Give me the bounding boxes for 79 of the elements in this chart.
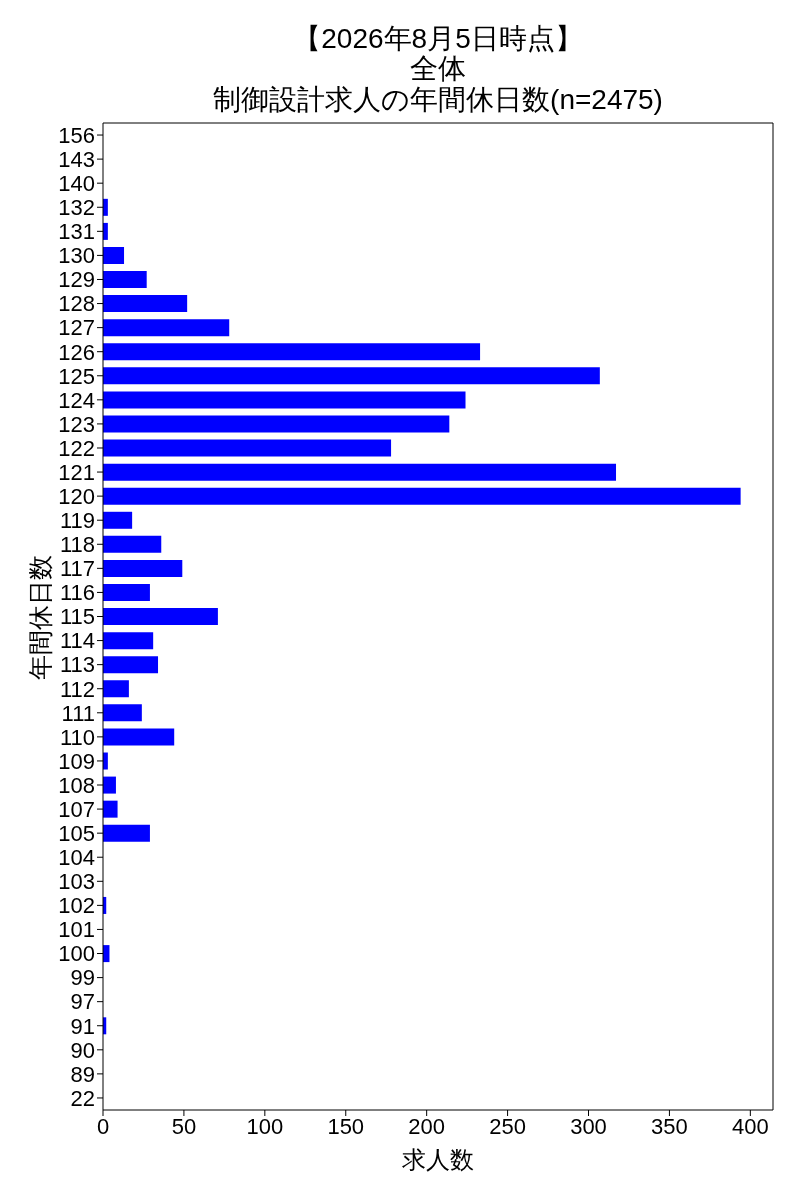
bar: [103, 680, 129, 698]
chart-subtitle: 全体: [410, 53, 466, 84]
x-tick-label: 200: [408, 1113, 446, 1139]
y-tick-label: 101: [58, 917, 95, 943]
bar: [103, 800, 118, 818]
x-tick-label: 50: [171, 1113, 197, 1139]
bar: [103, 824, 150, 842]
y-tick-label: 117: [59, 556, 95, 582]
y-tick-label: 112: [59, 676, 95, 702]
y-tick-label: 130: [58, 243, 95, 269]
x-tick-label: 100: [246, 1113, 284, 1139]
bar: [103, 511, 133, 529]
y-tick-label: 122: [58, 435, 95, 461]
y-tick-label: 132: [58, 195, 95, 221]
bar: [103, 656, 159, 674]
bar: [103, 728, 175, 746]
bar: [103, 415, 450, 433]
y-tick-label: 111: [61, 700, 95, 726]
bar: [103, 439, 392, 457]
y-tick-label: 124: [58, 387, 95, 413]
x-tick-label: 300: [570, 1113, 607, 1139]
y-tick-label: 113: [59, 652, 95, 678]
y-tick-label: 120: [58, 483, 95, 509]
y-tick-label: 140: [58, 170, 95, 196]
y-tick-label: 143: [58, 146, 95, 172]
y-tick-label: 126: [58, 339, 95, 365]
bar: [103, 246, 125, 264]
x-tick-label: 400: [731, 1113, 769, 1139]
y-tick-label: 105: [58, 820, 95, 846]
bar: [103, 584, 150, 601]
bar: [103, 559, 183, 577]
y-tick-label: 107: [58, 796, 95, 822]
y-tick-label: 156: [58, 122, 95, 148]
bar: [103, 391, 466, 409]
y-tick-label: 131: [58, 219, 95, 245]
y-tick-label: 118: [59, 532, 95, 558]
bar: [103, 535, 162, 553]
bar: [103, 632, 154, 650]
y-tick-label: 119: [59, 508, 95, 534]
y-tick-label: 99: [70, 965, 95, 991]
y-tick-label: 128: [58, 291, 95, 317]
y-tick-label: 125: [58, 363, 95, 389]
y-tick-label: 116: [59, 580, 95, 606]
x-tick-label: 150: [327, 1113, 365, 1139]
bar: [103, 295, 188, 313]
x-axis-title: 求人数: [402, 1146, 474, 1173]
y-tick-label: 90: [70, 1037, 95, 1063]
bar: [103, 776, 116, 794]
text: 【2026年8月5日時点】: [293, 22, 583, 54]
bar: [103, 463, 617, 481]
y-tick-label: 108: [58, 772, 95, 798]
y-axis-title: 年間休日数: [25, 554, 54, 679]
bar: [103, 704, 142, 722]
y-tick-label: 121: [58, 459, 95, 485]
y-tick-label: 100: [58, 941, 95, 967]
x-tick-label: 0: [96, 1113, 110, 1139]
y-tick-label: 109: [58, 748, 95, 774]
bar: [103, 343, 481, 361]
y-tick-label: 110: [59, 724, 95, 750]
bar: [103, 608, 218, 626]
y-tick-label: 129: [58, 267, 95, 293]
x-tick-label: 250: [489, 1113, 526, 1139]
y-tick-label: 89: [70, 1061, 95, 1087]
y-tick-label: 104: [58, 845, 95, 871]
bar: [103, 487, 741, 505]
bar: [103, 367, 600, 385]
y-tick-label: 103: [58, 869, 95, 895]
bar: [103, 319, 230, 337]
y-tick-label: 97: [70, 989, 95, 1015]
y-tick-label: 102: [58, 893, 95, 919]
y-tick-label: 91: [70, 1013, 95, 1039]
y-tick-label: 115: [59, 604, 95, 630]
chart-title: 制御設計求人の年間休日数(n=2475): [213, 83, 663, 115]
y-tick-label: 127: [58, 315, 95, 341]
bar: [103, 271, 147, 289]
y-tick-label: 123: [58, 411, 95, 437]
y-tick-label: 22: [70, 1085, 95, 1111]
x-tick-label: 350: [651, 1113, 688, 1139]
y-tick-label: 114: [59, 628, 95, 654]
